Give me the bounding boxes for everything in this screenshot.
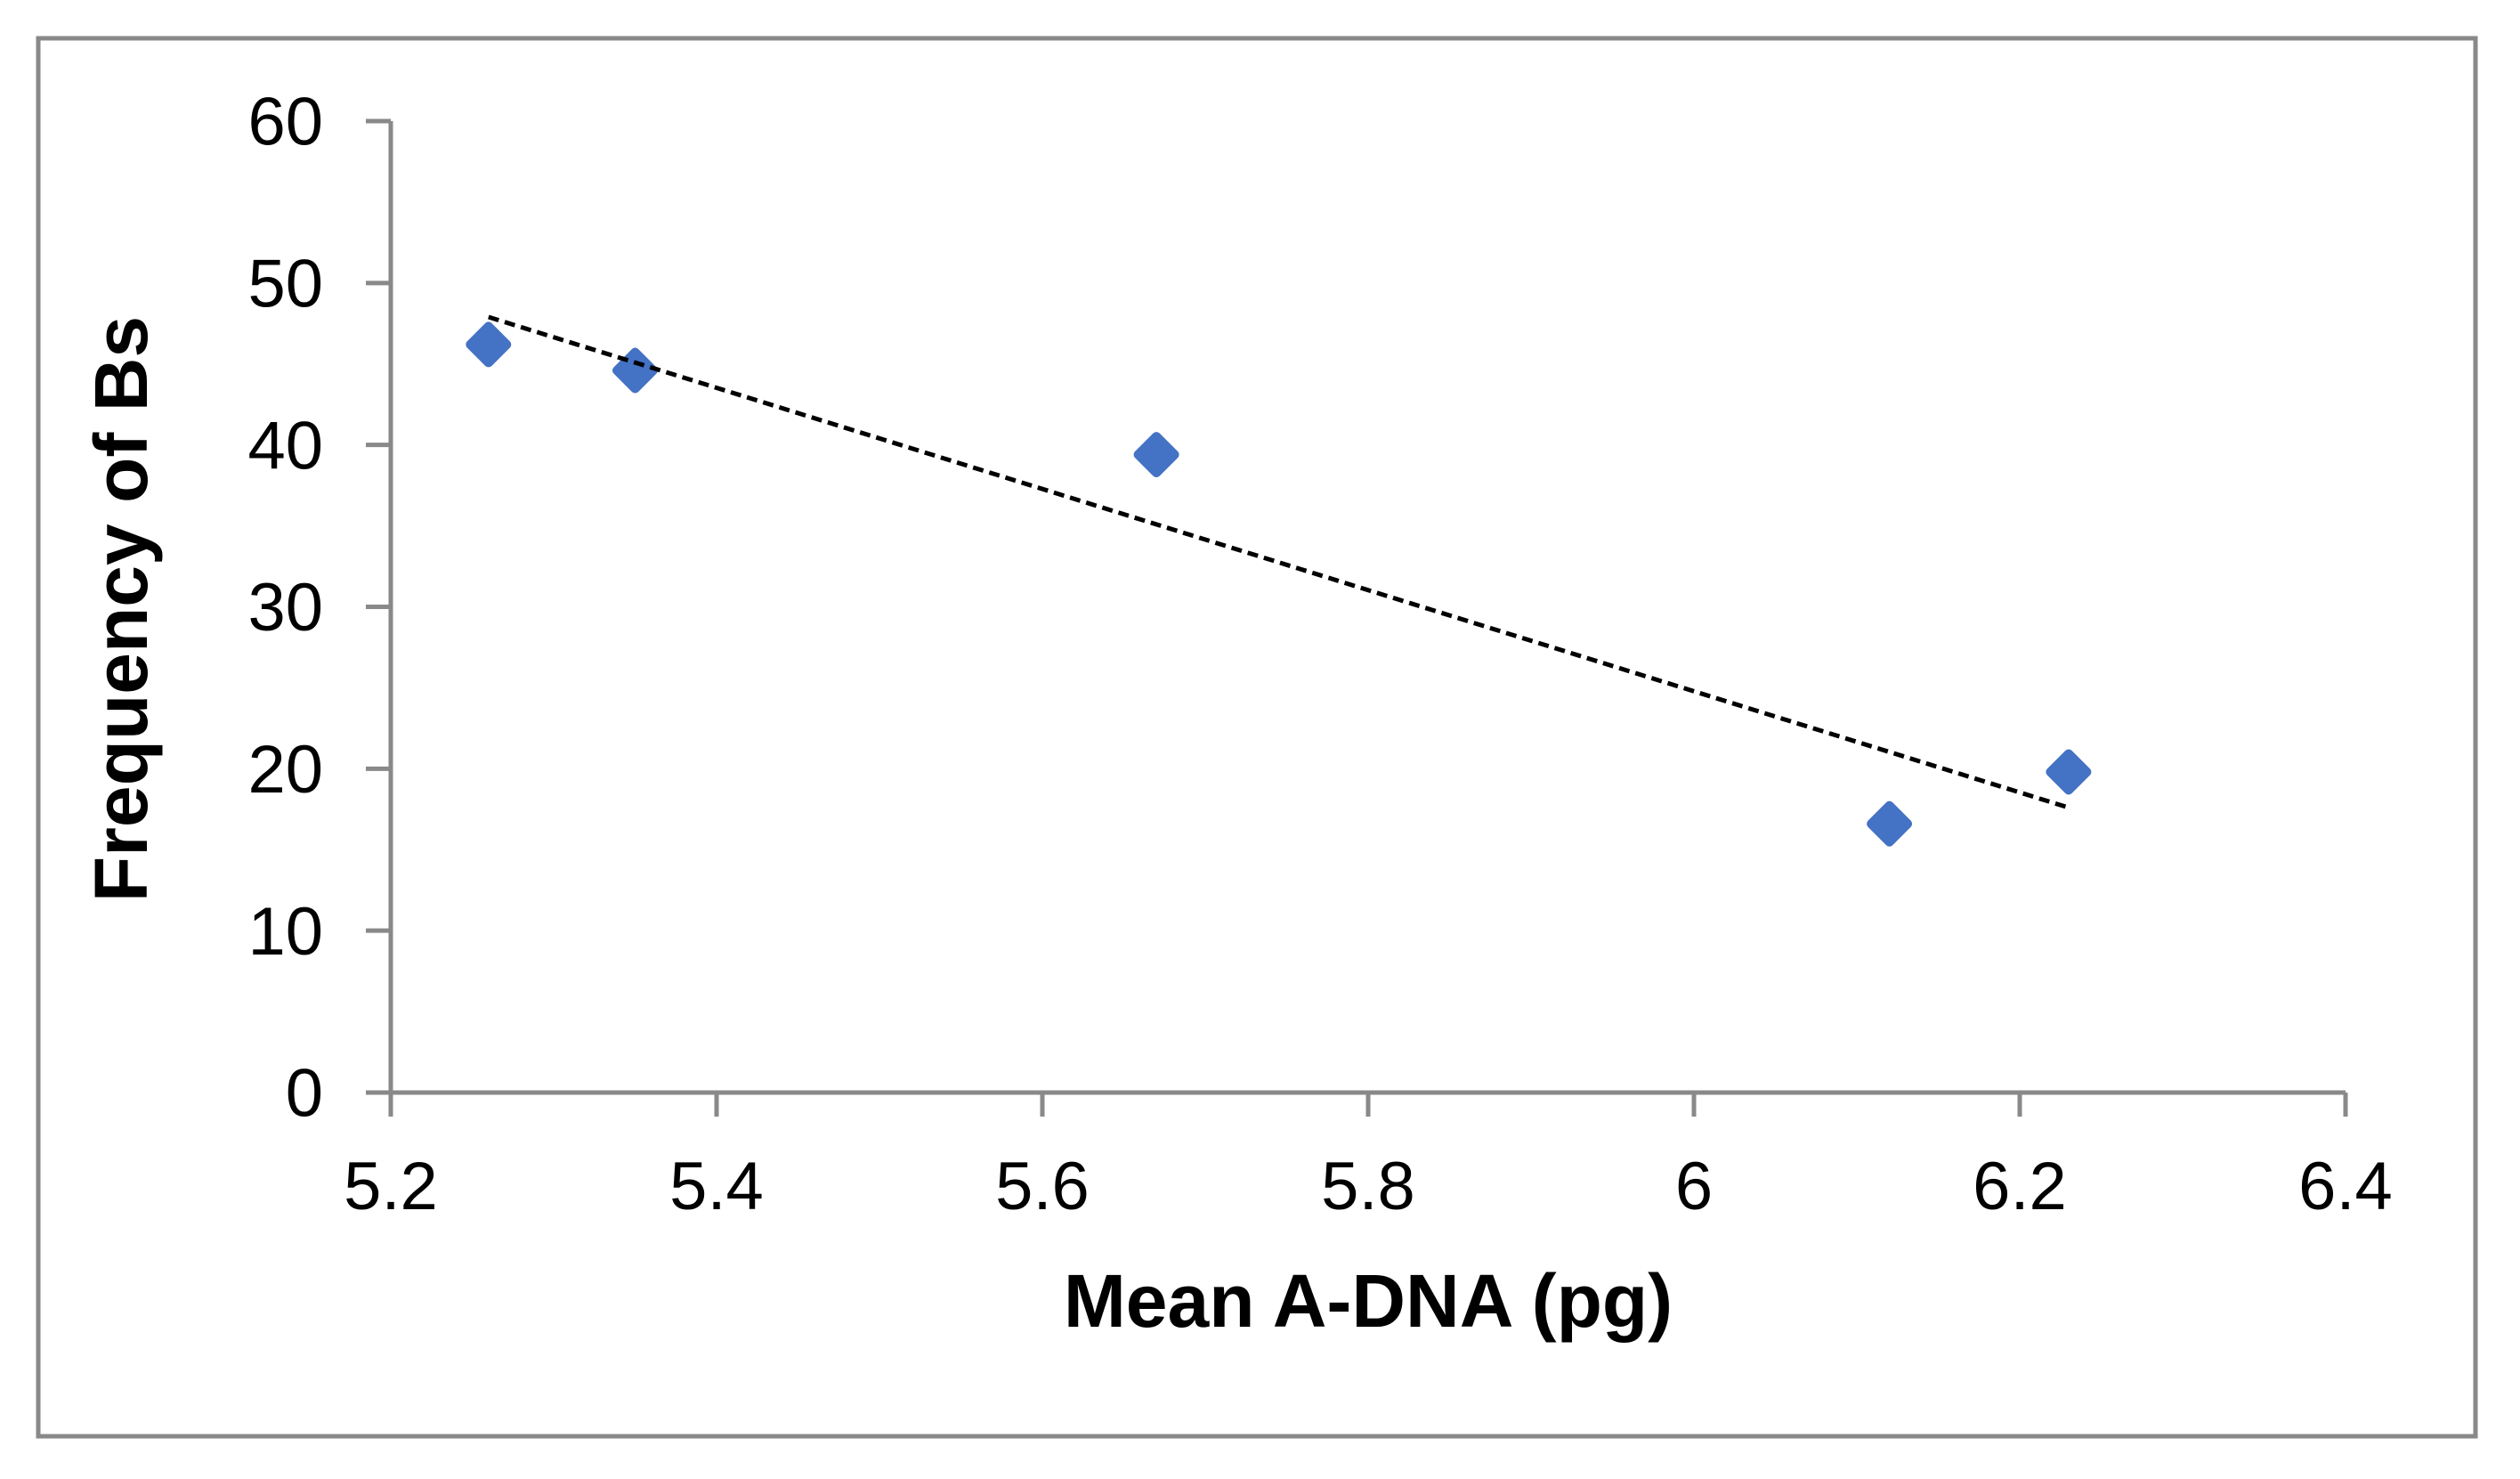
figure-border	[36, 36, 2478, 1439]
y-tick-label: 50	[247, 246, 323, 321]
y-tick-label: 0	[286, 1056, 323, 1132]
y-tick-labels: 0 10 20 30 40 50 60	[247, 85, 323, 1132]
trendline	[488, 314, 2070, 810]
data-point-marker	[612, 347, 659, 394]
x-tick-label: 6	[1675, 1149, 1713, 1224]
x-tick-label: 5.2	[344, 1149, 438, 1224]
x-tick-label: 5.4	[669, 1149, 764, 1224]
x-tick-label: 6.4	[2298, 1149, 2393, 1224]
plot-area	[466, 314, 2092, 847]
x-tick-label: 6.2	[1973, 1149, 2067, 1224]
y-axis-title: Frequency of Bs	[79, 316, 163, 902]
x-axis-title: Mean A-DNA (pg)	[1064, 1259, 1673, 1343]
data-point-marker	[1867, 800, 1913, 847]
data-point-marker	[466, 321, 512, 368]
axes	[366, 118, 2348, 1117]
data-point-marker	[2046, 749, 2092, 795]
y-tick-label: 30	[247, 570, 323, 646]
y-tick-label: 40	[247, 408, 323, 484]
x-tick-label: 5.8	[1321, 1149, 1415, 1224]
y-tick-label: 10	[247, 894, 323, 970]
x-tick-label: 5.6	[995, 1149, 1090, 1224]
y-tick-label: 20	[247, 732, 323, 808]
y-tick-label: 60	[247, 85, 323, 160]
x-tick-labels: 5.2 5.4 5.6 5.8 6 6.2 6.4	[344, 1149, 2393, 1224]
data-point-marker	[1133, 432, 1179, 478]
